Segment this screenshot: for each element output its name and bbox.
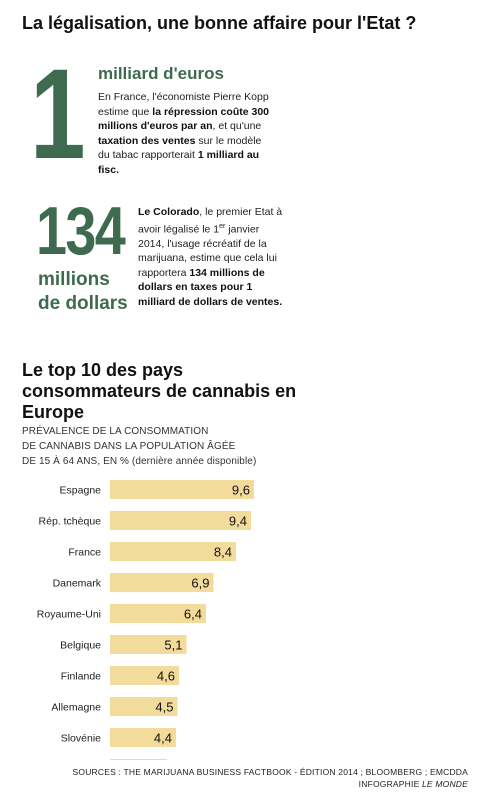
text-segment: er	[219, 222, 226, 230]
category-label: Allemagne	[51, 702, 101, 714]
text-segment: 134 millions de dollars en taxes pour 1 …	[138, 266, 283, 308]
text-segment: En France, l'économiste Pierre Kopp esti…	[98, 91, 269, 118]
chart-title: Le top 10 des pays consommateurs de cann…	[22, 360, 297, 422]
bar	[110, 573, 214, 592]
credit-prefix: INFOGRAPHIE	[358, 779, 422, 789]
fact1-text: En France, l'économiste Pierre Kopp esti…	[98, 90, 273, 177]
chart-subtitle-line1: PRÉVALENCE DE LA CONSOMMATION	[22, 426, 209, 437]
fact2-unit-line2: de dollars	[38, 293, 128, 314]
category-label: Royaume-Uni	[37, 609, 101, 621]
text-segment: sur le modèle du tabac rapporterait	[98, 134, 262, 162]
chart-subtitle-line2: DE CANNABIS DANS LA POPULATION ÂGÉE	[22, 441, 236, 452]
fact2-unit: millions de dollars	[38, 268, 128, 316]
text-segment: taxation des ventes	[98, 134, 196, 147]
category-label: Finlande	[61, 671, 101, 683]
fact2-text: Le Colorado, le premier Etat à avoir lég…	[138, 205, 288, 309]
text-segment: 1 milliard au fisc.	[98, 149, 260, 176]
bar	[110, 697, 178, 716]
chart-subtitle: PRÉVALENCE DE LA CONSOMMATION DE CANNABI…	[22, 424, 322, 469]
bar	[110, 759, 167, 760]
bar	[110, 542, 236, 561]
page-title: La légalisation, une bonne affaire pour …	[22, 13, 417, 33]
value-label: 5,1	[164, 638, 182, 653]
text-segment: janvier 2014, l'usage récréatif de la ma…	[138, 223, 277, 279]
value-label: 6,4	[184, 607, 202, 622]
bar	[110, 511, 251, 530]
text-segment: , le premier Etat à avoir légalisé le 1	[138, 206, 283, 235]
bar	[110, 604, 206, 623]
category-label: Slovénie	[61, 733, 101, 745]
credit-name: LE MONDE	[422, 779, 468, 789]
credit-line: INFOGRAPHIE LE MONDE	[70, 778, 468, 790]
category-label: France	[68, 547, 101, 559]
text-segment: la répression coûte 300 millions d'euros…	[98, 105, 270, 133]
bar	[110, 728, 176, 747]
value-label: 8,4	[214, 545, 232, 560]
category-label: Belgique	[60, 640, 101, 652]
fact1-big-number: 1	[30, 43, 86, 186]
fact2-big-number: 134	[36, 193, 126, 269]
text-segment: Le Colorado	[138, 206, 200, 218]
value-label: 4,6	[157, 669, 175, 684]
category-label: Espagne	[60, 485, 102, 497]
value-label: 6,9	[191, 576, 209, 591]
bar	[110, 480, 254, 499]
bar	[110, 635, 187, 654]
fact1-unit: milliard d'euros	[98, 64, 224, 83]
category-label: Rép. tchèque	[39, 516, 102, 528]
bar	[110, 666, 179, 685]
value-label: 9,6	[232, 483, 250, 498]
bar-chart: Espagne 9,6 Rép. tchèque 9,4 France 8,4 Danema…	[37, 480, 254, 760]
value-label: 4,4	[154, 731, 172, 746]
fact2-unit-line1: millions	[38, 269, 110, 290]
sources-line: SOURCES : THE MARIJUANA BUSINESS FACTBOO…	[72, 767, 468, 777]
chart-subtitle-line3: DE 15 À 64 ANS, EN % (dernière année dis…	[22, 456, 257, 467]
value-label: 4,5	[155, 700, 173, 715]
text-segment: , et qu'une	[212, 120, 262, 132]
value-label: 9,4	[229, 514, 247, 529]
category-label: Danemark	[53, 578, 102, 590]
sources: SOURCES : THE MARIJUANA BUSINESS FACTBOO…	[70, 766, 468, 790]
